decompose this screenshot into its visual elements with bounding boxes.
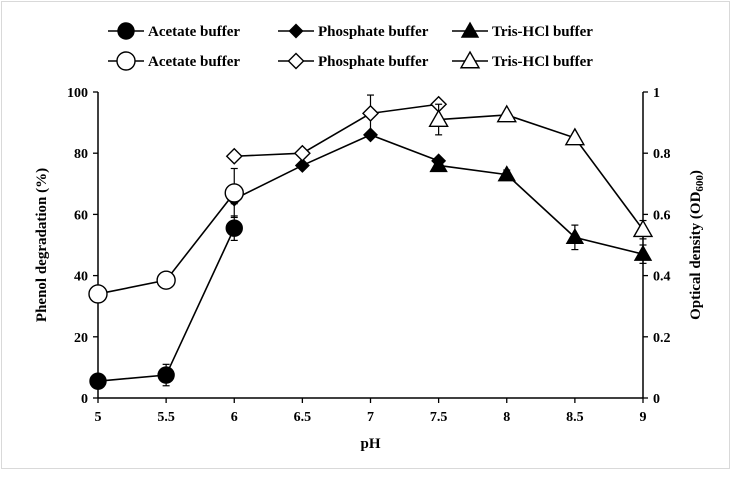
x-tick-label: 5.5 [157, 410, 175, 425]
legend-label: Acetate buffer [148, 24, 240, 40]
legend-item: Tris-HCl buffer [452, 21, 593, 40]
data-point [565, 227, 585, 245]
legend-marker [116, 51, 136, 71]
y2-tick-label: 0.6 [653, 208, 671, 223]
legend-marker [460, 21, 480, 38]
figure-border [1, 1, 730, 469]
data-point [88, 284, 108, 304]
y2-axis-title: Optical density (OD600) [688, 170, 706, 320]
x-tick-label: 6 [231, 410, 238, 425]
x-tick-label: 6.5 [294, 410, 312, 425]
data-point [224, 183, 244, 203]
x-axis-title: pH [360, 436, 380, 452]
y2-tick-label: 1 [653, 86, 660, 101]
data-point [225, 219, 243, 237]
data-point [633, 244, 653, 261]
data-point [225, 147, 243, 165]
series-triangle-filled [429, 156, 653, 264]
legend-marker [288, 23, 304, 39]
y-tick-label: 20 [74, 331, 88, 346]
series-line [438, 114, 644, 231]
series-triangle-open [428, 103, 654, 240]
legend-label: Phosphate buffer [318, 24, 429, 40]
data-point [294, 157, 310, 173]
data-point [293, 144, 311, 162]
data-point [496, 104, 517, 123]
y-tick-label: 60 [74, 208, 88, 223]
series-circle-open [88, 167, 244, 304]
y2-tick-label: 0.4 [653, 270, 671, 285]
series-line [438, 164, 644, 255]
series-circle-filled [89, 215, 243, 390]
axes: 5 5.5 6 6.5 7 7.5 8 8.5 902040608010000.20.40.60… [67, 86, 671, 425]
y2-axis-title-close: ) [688, 170, 704, 175]
y-tick-label: 0 [81, 392, 88, 407]
data-point [157, 366, 175, 384]
y2-tick-label: 0.2 [653, 331, 671, 346]
legend: Acetate buffer Phosphate buffer Tris-HCl b… [108, 21, 593, 71]
series-group [88, 94, 654, 390]
data-point [156, 270, 176, 290]
legend-item: Phosphate buffer [278, 52, 429, 70]
legend-item: Tris-HCl buffer [452, 50, 593, 70]
data-point [89, 372, 107, 390]
legend-label: Tris-HCl buffer [492, 24, 593, 40]
data-point [429, 156, 448, 173]
legend-marker [287, 52, 305, 70]
series-line [234, 103, 439, 158]
x-tick-label: 8 [503, 410, 510, 425]
legend-item: Phosphate buffer [278, 23, 429, 40]
data-point [497, 165, 516, 182]
legend-marker [117, 22, 135, 40]
x-tick-label: 7.5 [430, 410, 448, 425]
y2-axis-title-main: Optical density (OD [688, 191, 704, 320]
data-point [428, 109, 449, 127]
legend-item: Acetate buffer [108, 51, 240, 71]
legend-label: Phosphate buffer [318, 54, 429, 70]
legend-marker [459, 50, 481, 69]
legend-label: Acetate buffer [148, 54, 240, 70]
data-point [632, 219, 654, 238]
x-tick-label: 7 [367, 410, 374, 425]
y2-tick-label: 0.8 [653, 147, 671, 162]
x-tick-label: 9 [640, 410, 647, 425]
data-point [564, 127, 586, 146]
series-diamond-open [225, 94, 448, 165]
x-tick-label: 8.5 [566, 410, 584, 425]
data-point [362, 104, 379, 122]
y2-tick-label: 0 [653, 392, 660, 407]
y2-axis-title-subscript: 600 [694, 175, 706, 192]
y-tick-label: 40 [74, 270, 88, 285]
legend-item: Acetate buffer [108, 22, 240, 40]
legend-label: Tris-HCl buffer [492, 54, 593, 70]
x-tick-label: 5 [95, 410, 102, 425]
series-line [233, 133, 439, 200]
y-axis-title: Phenol degradation (%) [34, 168, 50, 322]
y-tick-label: 80 [74, 147, 88, 162]
y-tick-label: 100 [67, 86, 88, 101]
